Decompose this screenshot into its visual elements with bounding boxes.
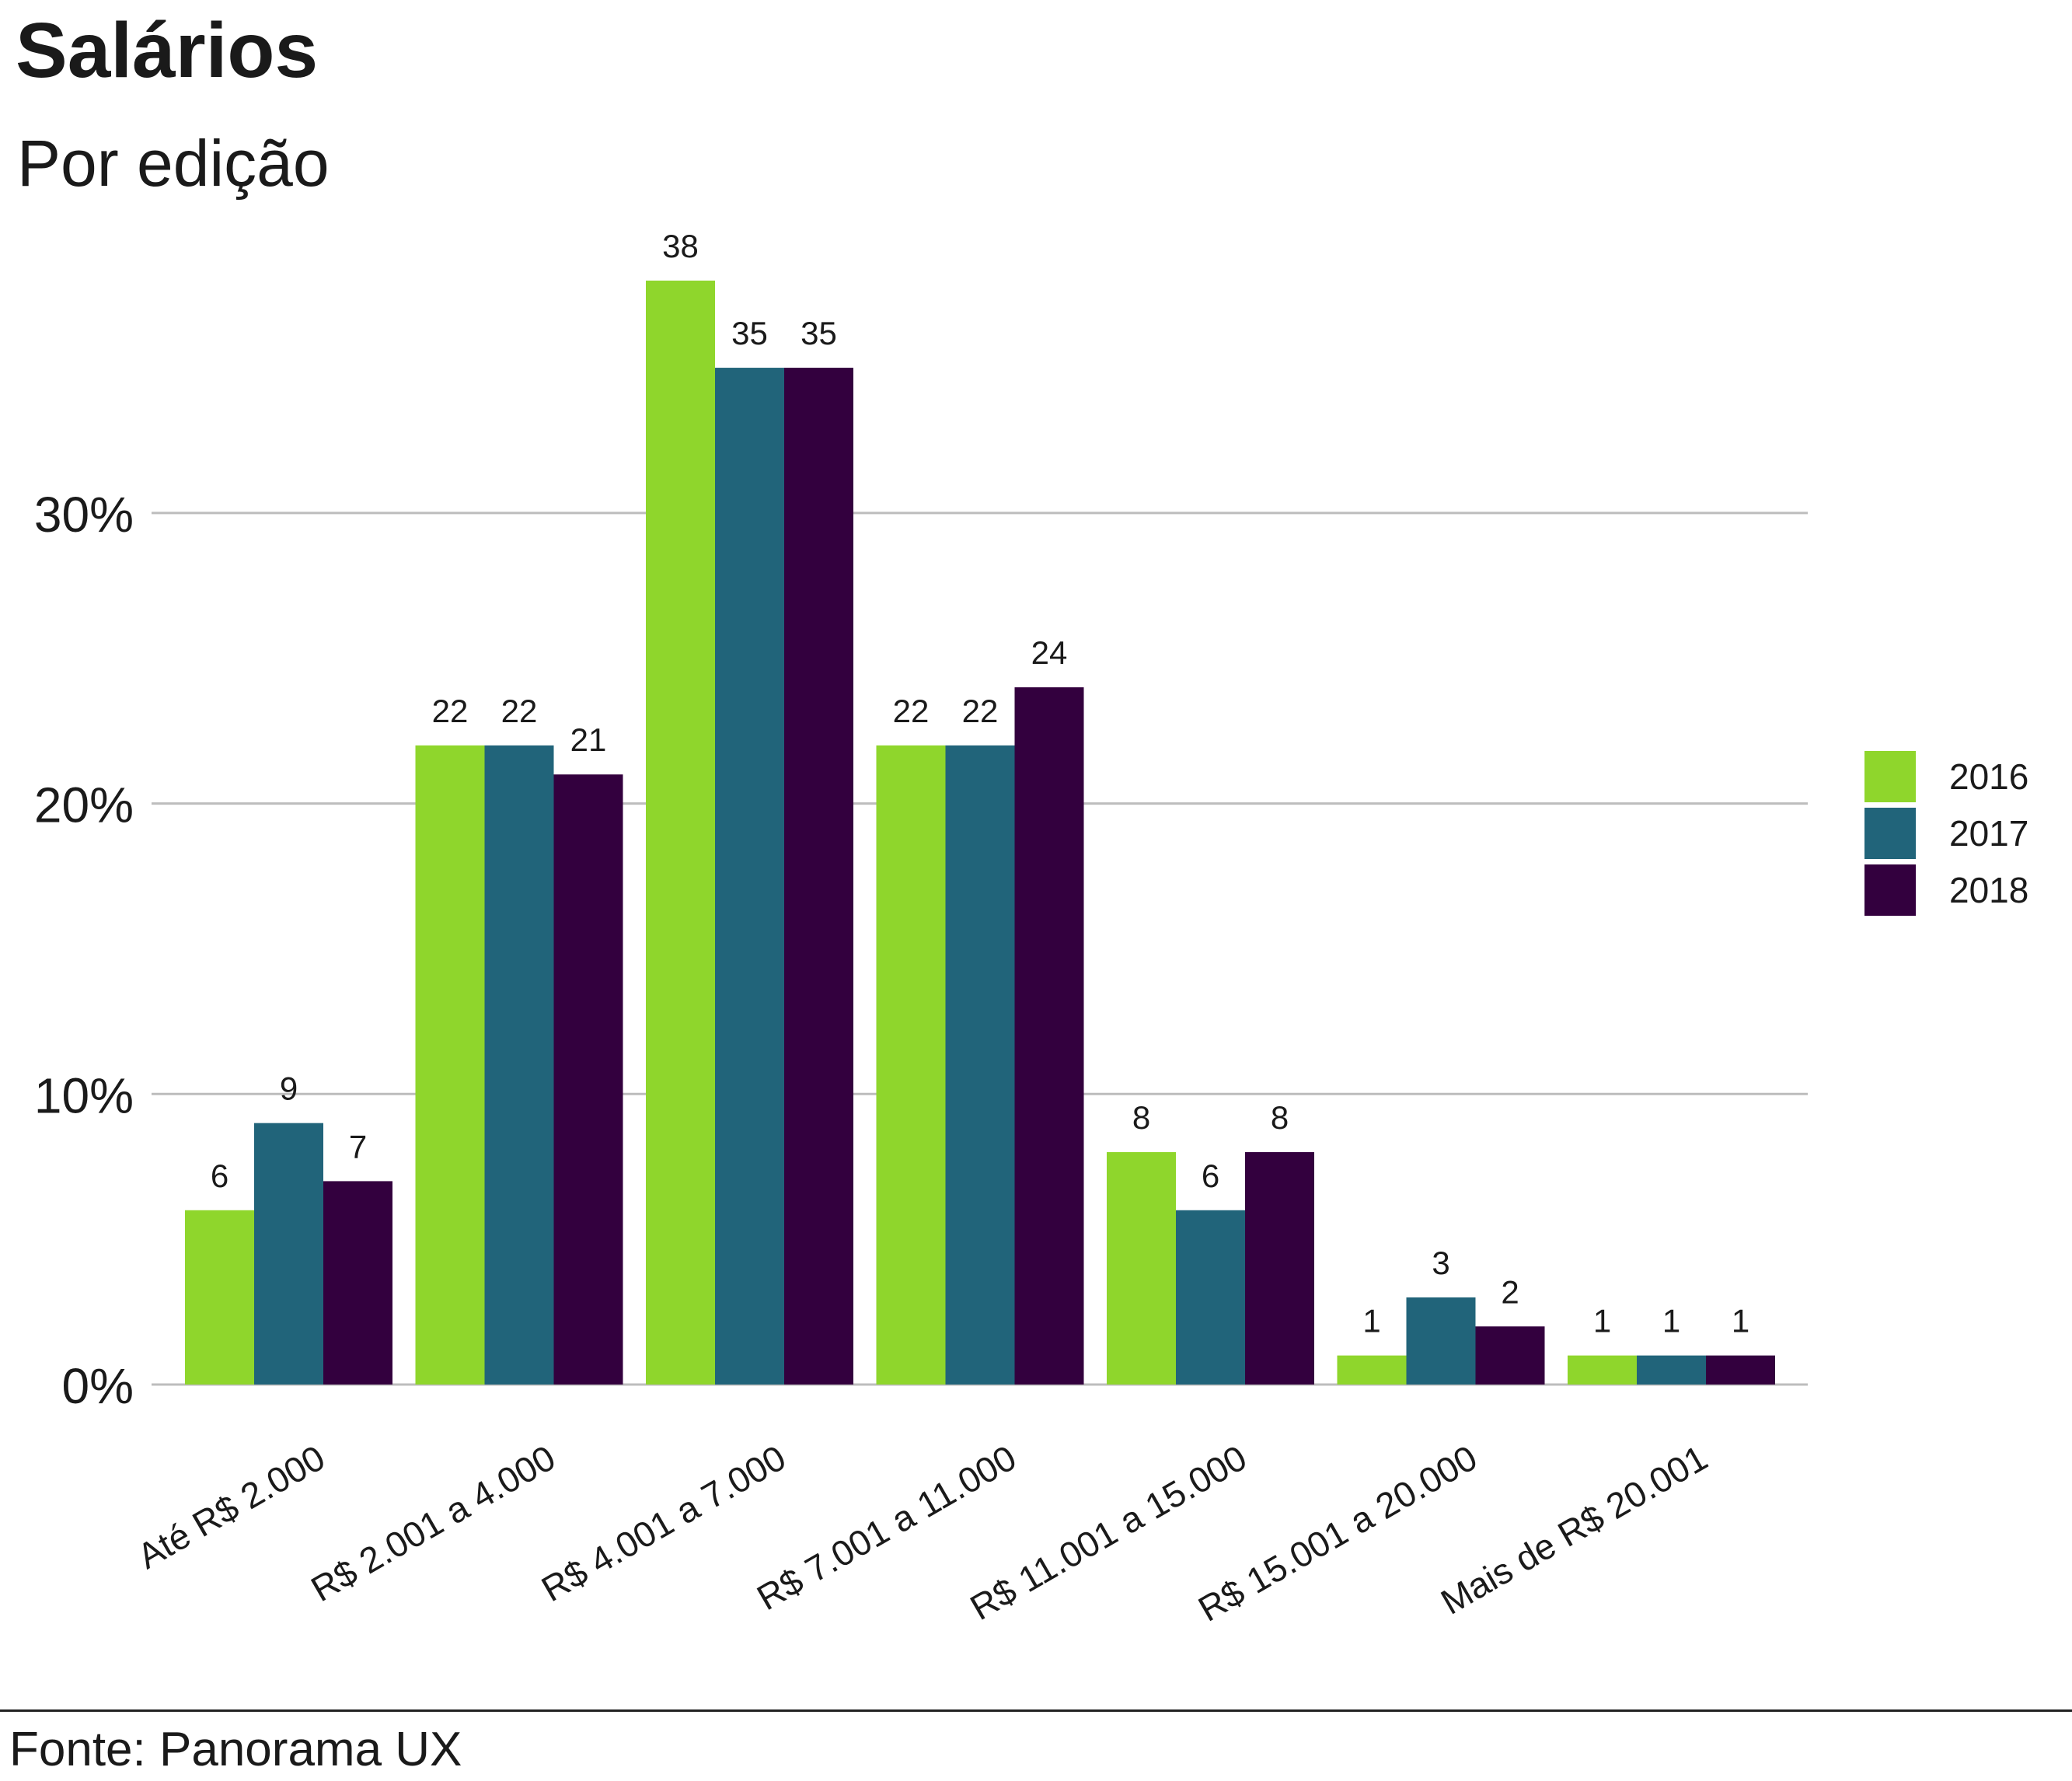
legend-label: 2018 — [1949, 870, 2028, 910]
legend-swatch-2018 — [1864, 864, 1916, 916]
data-label: 22 — [501, 693, 538, 729]
data-label: 1 — [1593, 1303, 1611, 1339]
bar-2017 — [1176, 1210, 1245, 1385]
bars — [185, 280, 1775, 1385]
bar-2016 — [1337, 1355, 1407, 1385]
data-label: 9 — [280, 1070, 298, 1107]
legend-swatch-2016 — [1864, 751, 1916, 802]
legend-swatch-2017 — [1864, 808, 1916, 859]
bar-2017 — [1406, 1297, 1476, 1385]
chart-subtitle: Por edição — [17, 127, 330, 200]
bar-2018 — [1706, 1355, 1775, 1385]
y-tick-label: 0% — [62, 1358, 134, 1414]
bar-2017 — [1637, 1355, 1706, 1385]
chart-title: Salários — [16, 7, 319, 94]
bar-2016 — [876, 745, 946, 1385]
data-label: 35 — [731, 315, 768, 351]
x-tick-label: Até R$ 2.000 — [131, 1437, 332, 1577]
data-label: 38 — [662, 228, 699, 264]
data-label: 21 — [570, 721, 607, 758]
data-label: 6 — [211, 1158, 228, 1194]
bar-2018 — [553, 774, 623, 1385]
data-label: 24 — [1031, 634, 1068, 671]
data-label: 8 — [1271, 1099, 1289, 1136]
source-note: Fonte: Panorama UX — [9, 1723, 462, 1776]
x-tick-label: R$ 2.001 a 4.000 — [304, 1437, 562, 1610]
bar-2016 — [185, 1210, 254, 1385]
bar-2018 — [1475, 1326, 1545, 1385]
data-label: 1 — [1732, 1303, 1749, 1339]
y-axis-ticks: 0% 10% 20% 30% — [34, 487, 134, 1414]
bar-2016 — [646, 280, 715, 1385]
data-label: 2 — [1501, 1273, 1519, 1310]
data-label: 7 — [349, 1128, 367, 1165]
data-label: 1 — [1362, 1303, 1380, 1339]
bar-2017 — [254, 1123, 323, 1385]
data-label: 3 — [1432, 1245, 1449, 1281]
bar-2018 — [323, 1181, 392, 1385]
bar-2018 — [1014, 687, 1084, 1385]
bar-2017 — [715, 368, 784, 1385]
bar-2016 — [1568, 1355, 1637, 1385]
bar-2016 — [1107, 1152, 1176, 1385]
y-tick-label: 10% — [34, 1067, 134, 1123]
data-label: 22 — [893, 693, 930, 729]
data-label: 1 — [1662, 1303, 1680, 1339]
data-label: 6 — [1202, 1158, 1219, 1194]
bar-2018 — [784, 368, 853, 1385]
footer-divider — [0, 1709, 2072, 1712]
y-tick-label: 20% — [34, 777, 134, 833]
legend-label: 2017 — [1949, 813, 2028, 854]
legend-label: 2016 — [1949, 756, 2028, 797]
data-label: 22 — [432, 693, 469, 729]
bar-2017 — [484, 745, 554, 1385]
data-label: 22 — [962, 693, 999, 729]
bar-2016 — [415, 745, 485, 1385]
bar-2017 — [945, 745, 1015, 1385]
bar-2018 — [1245, 1152, 1314, 1385]
data-label: 8 — [1132, 1099, 1150, 1136]
y-tick-label: 30% — [34, 487, 134, 543]
legend: 2016 2017 2018 — [1864, 751, 2028, 916]
data-label: 35 — [801, 315, 837, 351]
